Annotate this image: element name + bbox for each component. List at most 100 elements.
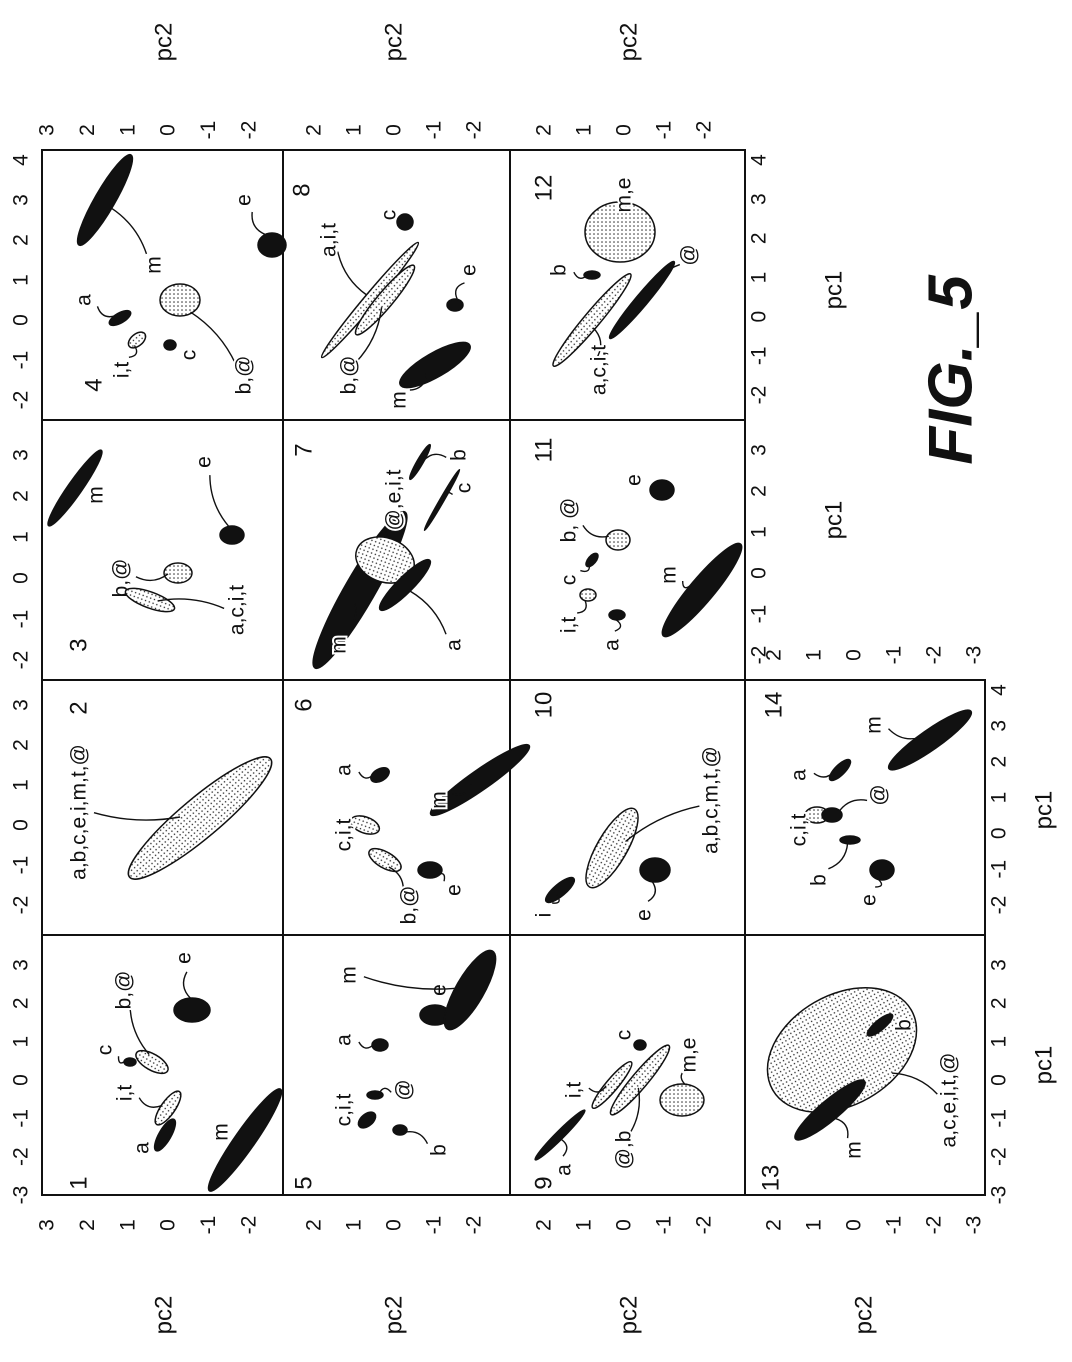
cluster-blob: [443, 949, 497, 1031]
cluster-blob: [47, 449, 103, 527]
leader-line: [93, 812, 181, 821]
tick-label: 3: [748, 444, 771, 456]
tick-label: -1: [748, 346, 771, 365]
tick-label: 3: [10, 194, 33, 206]
tick-label: 1: [116, 124, 139, 136]
leader-line: [614, 619, 622, 632]
tick-label: 0: [383, 1219, 406, 1231]
tick-label: 1: [10, 779, 33, 791]
leader-line: [182, 971, 191, 999]
cluster-blob: [579, 588, 597, 602]
leader-line: [582, 525, 609, 538]
leader-line: [110, 207, 148, 255]
cluster-blob: [173, 997, 211, 1023]
tick-label: 1: [10, 1036, 33, 1048]
tick-label: -2: [748, 646, 771, 665]
tick-label: 1: [988, 792, 1011, 804]
tick-label: 0: [383, 124, 406, 136]
cluster-blob: [649, 479, 675, 501]
panel-number: 7: [290, 443, 317, 456]
tick-label: 2: [988, 997, 1011, 1009]
axis-label: pc2: [380, 1296, 407, 1335]
tick-label: 1: [803, 1219, 826, 1231]
tick-label: 0: [748, 567, 771, 579]
leader-line: [358, 1041, 375, 1049]
cluster-label: m: [843, 1141, 866, 1159]
figure-label: FIG._5: [916, 274, 985, 465]
cluster-label: i,t: [111, 362, 134, 379]
cluster-blob: [371, 1038, 389, 1052]
panel-number: 14: [760, 692, 787, 719]
leader-line: [409, 590, 447, 635]
leader-line: [573, 271, 589, 279]
tick-label: 0: [988, 1074, 1011, 1086]
tick-label: 2: [76, 124, 99, 136]
leader-line: [627, 1087, 641, 1137]
cluster-blob: [866, 1013, 894, 1037]
leader-line: [828, 843, 849, 870]
cluster-blob: [257, 232, 287, 258]
cluster-label: e: [173, 952, 196, 964]
tick-label: -2: [923, 1216, 946, 1235]
axis-label: pc1: [820, 501, 847, 540]
tick-label: -2: [748, 386, 771, 405]
leader-line: [157, 598, 225, 610]
cluster-blob: [534, 1109, 586, 1161]
leader-line: [129, 1003, 150, 1055]
tick-label: -2: [10, 391, 33, 410]
tick-label: -1: [423, 121, 446, 140]
tick-label: 2: [10, 490, 33, 502]
axis-label: pc1: [1030, 1046, 1057, 1085]
cluster-label: b: [548, 264, 571, 276]
cluster-blob: [123, 1057, 137, 1067]
tick-label: 2: [10, 739, 33, 751]
tick-label: 3: [10, 959, 33, 971]
tick-label: 0: [613, 124, 636, 136]
leader-line: [588, 1085, 607, 1093]
cluster-label: a: [333, 1034, 356, 1046]
axis-label: pc2: [615, 1296, 642, 1335]
cluster-blob: [544, 876, 576, 904]
cluster-blob: [153, 1118, 177, 1152]
tick-label: 2: [303, 124, 326, 136]
tick-label: -1: [10, 856, 33, 875]
cluster-label: e: [428, 984, 451, 996]
leader-line: [363, 976, 457, 990]
tick-label: -2: [923, 646, 946, 665]
tick-label: 1: [573, 1219, 596, 1231]
leader-line: [577, 599, 587, 614]
leader-line: [135, 573, 169, 582]
tick-label: 2: [303, 1219, 326, 1231]
axis-label: pc2: [615, 23, 642, 62]
panel-number: 5: [290, 1176, 317, 1189]
leader-line: [117, 1056, 127, 1064]
leader-line: [355, 307, 383, 363]
cluster-label: b: [448, 449, 471, 461]
tick-label: 1: [988, 1036, 1011, 1048]
cluster-label: c: [178, 350, 201, 361]
cluster-label: e: [633, 909, 656, 921]
cluster-label: b,@: [398, 886, 421, 925]
tick-label: 1: [803, 649, 826, 661]
cluster-label: m: [428, 791, 451, 809]
cluster-label: a: [131, 1142, 154, 1154]
cluster-blob: [127, 331, 147, 349]
axis-label: pc2: [150, 23, 177, 62]
cluster-label: i,t: [114, 1085, 137, 1102]
cluster-label: @,b: [613, 1131, 636, 1170]
panel-number: 6: [290, 698, 317, 711]
tick-label: 2: [533, 124, 556, 136]
cluster-label: b,@: [233, 356, 256, 395]
leader-line: [388, 866, 405, 893]
panel-frame: [744, 679, 986, 936]
leader-line: [358, 771, 375, 779]
tick-label: -2: [463, 1216, 486, 1235]
leader-line: [645, 263, 681, 297]
panel-number: 8: [288, 183, 315, 196]
cluster-label: i,t: [563, 1082, 586, 1099]
leader-line: [96, 306, 116, 318]
leader-line: [647, 881, 657, 902]
tick-label: 2: [10, 234, 33, 246]
